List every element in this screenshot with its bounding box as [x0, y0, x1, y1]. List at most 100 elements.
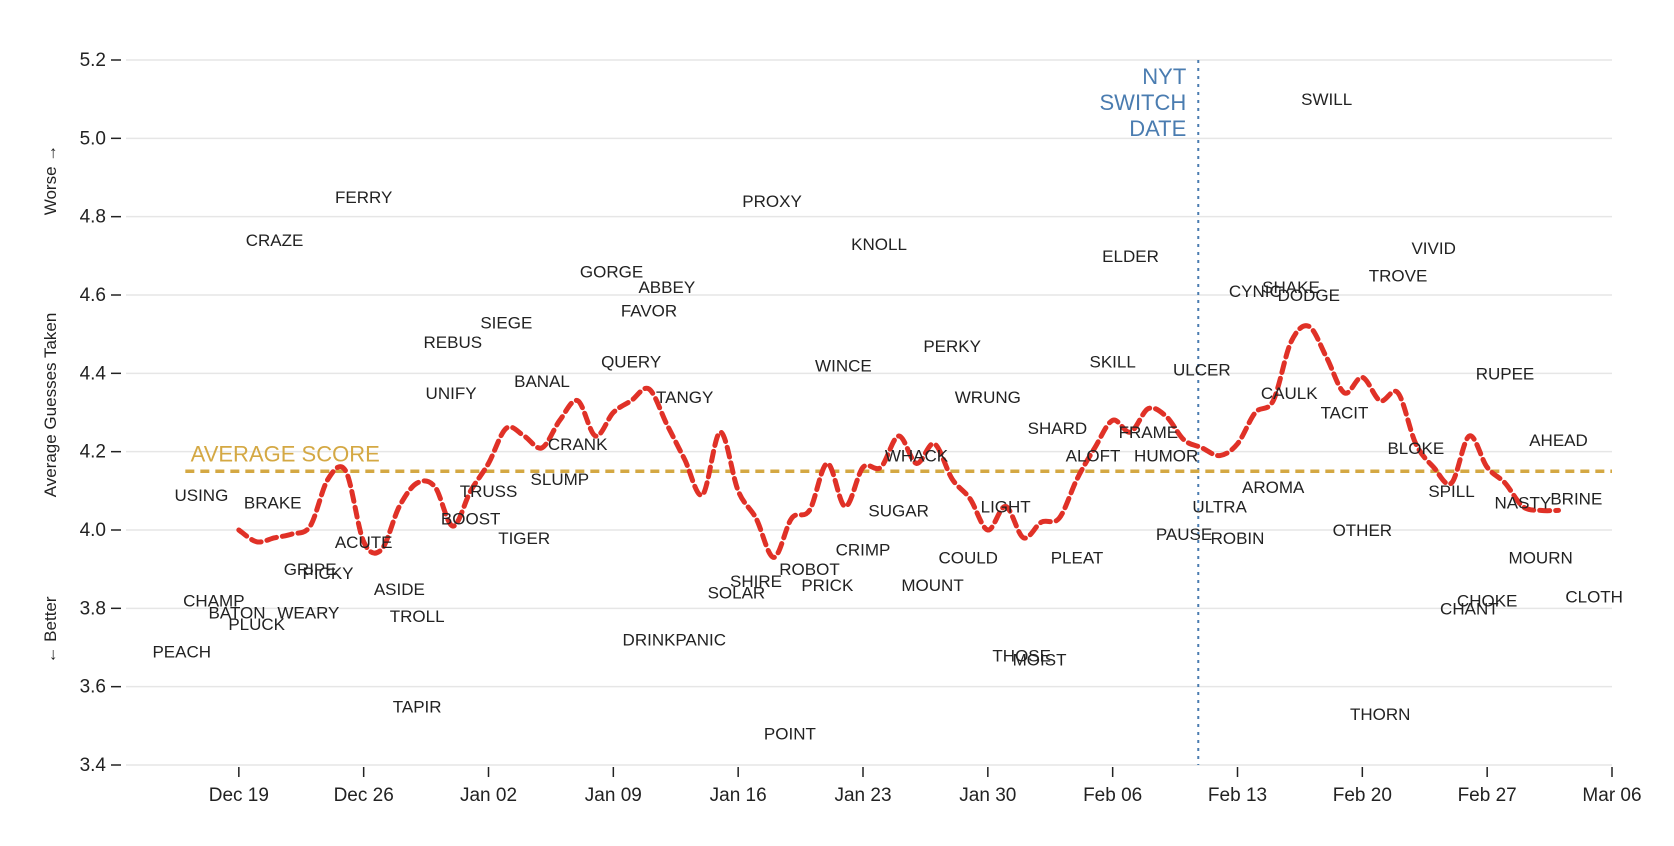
y-axis-title: ← Better Average Guesses Taken Worse →	[41, 145, 60, 664]
x-tick-label: Dec 19	[209, 785, 269, 806]
y-axis-title-part: Worse →	[41, 145, 60, 216]
word-label: MOUNT	[901, 576, 963, 595]
word-label: PERKY	[923, 337, 981, 356]
y-tick-label: 4.0	[80, 520, 106, 541]
word-label: ULTRA	[1192, 498, 1247, 517]
y-tick-label: 4.6	[80, 285, 106, 306]
y-tick-label: 4.8	[80, 207, 106, 228]
trend-line-path	[236, 323, 1561, 560]
word-label: TAPIR	[393, 697, 442, 716]
word-label: PEACH	[152, 642, 211, 661]
word-label: ULCER	[1173, 360, 1231, 379]
y-axis: 3.4 3.6 3.8 4.0 4.2 4.4 4.6 4.8 5.0 5.2	[80, 50, 121, 776]
y-tick-label: 4.2	[80, 442, 106, 463]
y-tick-label: 4.4	[80, 363, 107, 384]
x-tick-label: Mar 06	[1582, 785, 1641, 806]
word-label: FAVOR	[621, 302, 677, 321]
word-label: CHOKE	[1457, 592, 1517, 611]
word-label: NASTY	[1494, 494, 1551, 513]
word-label: CHANT	[1440, 599, 1499, 618]
y-axis-title-part: ← Better	[41, 596, 60, 663]
word-label: GRIPE	[284, 560, 337, 579]
word-label: POINT	[764, 725, 816, 744]
grid-lines	[126, 59, 1612, 766]
word-label: CRANK	[548, 435, 608, 454]
word-label: FRAME	[1119, 423, 1179, 442]
word-label: AHEAD	[1529, 431, 1588, 450]
word-label: BATON	[209, 603, 266, 622]
switch-date-label: SWITCH	[1100, 90, 1187, 115]
word-label: DRINK	[623, 631, 677, 650]
word-label: ALOFT	[1066, 447, 1121, 466]
word-label: THORN	[1350, 705, 1410, 724]
word-label: BOOST	[441, 509, 501, 528]
word-label: HUMOR	[1134, 447, 1198, 466]
y-tick-label: 5.0	[80, 128, 106, 149]
word-label: PAUSE	[1156, 525, 1212, 544]
x-tick-label: Feb 06	[1083, 785, 1142, 806]
word-label: FERRY	[335, 188, 392, 207]
word-label: TANGY	[656, 388, 713, 407]
word-label: BANAL	[514, 372, 570, 391]
word-label: ROBOT	[779, 560, 839, 579]
x-tick-label: Jan 02	[460, 785, 517, 806]
word-label: TACIT	[1321, 404, 1369, 423]
word-label: ELDER	[1102, 247, 1159, 266]
word-label: TRUSS	[460, 482, 518, 501]
word-label: SHIRE	[730, 572, 782, 591]
word-label: DODGE	[1278, 286, 1340, 305]
x-tick-label: Jan 30	[959, 785, 1016, 806]
word-label: GORGE	[580, 263, 643, 282]
word-label: SHAKE	[1262, 278, 1320, 297]
word-label: ROBIN	[1211, 529, 1265, 548]
word-label: SUGAR	[868, 501, 928, 520]
word-label: THOSE	[992, 646, 1051, 665]
word-label: USING	[174, 486, 228, 505]
x-tick-label: Jan 23	[834, 785, 891, 806]
word-label: REBUS	[424, 333, 483, 352]
word-label: PICKY	[302, 564, 353, 583]
word-label: CRAZE	[246, 231, 304, 250]
word-label: CRIMP	[836, 541, 891, 560]
word-label: PROXY	[742, 192, 802, 211]
word-label: KNOLL	[851, 235, 907, 254]
average-score-label: AVERAGE SCORE	[191, 441, 380, 466]
word-label: ACUTE	[335, 533, 393, 552]
word-label: CLOTH	[1565, 588, 1623, 607]
word-label: SKILL	[1090, 353, 1136, 372]
switch-date-label: NYT	[1142, 64, 1186, 89]
word-label: CYNIC	[1229, 282, 1282, 301]
word-label: WEARY	[277, 603, 339, 622]
word-label: PANIC	[675, 631, 726, 650]
x-axis: Dec 19 Dec 26 Jan 02 Jan 09 Jan 16 Jan 23 Jan …	[209, 767, 1642, 806]
trend-line	[236, 323, 1561, 560]
word-label: TROLL	[390, 607, 445, 626]
word-label: CAULK	[1261, 384, 1318, 403]
word-label: SWILL	[1301, 90, 1352, 109]
x-tick-label: Feb 20	[1333, 785, 1392, 806]
x-tick-label: Dec 26	[334, 785, 394, 806]
word-label: OTHER	[1333, 521, 1393, 540]
word-label: PRICK	[801, 576, 854, 595]
y-tick-label: 3.6	[80, 677, 106, 698]
word-label: AROMA	[1242, 478, 1305, 497]
word-label: SOLAR	[708, 584, 766, 603]
word-label: ASIDE	[374, 580, 425, 599]
word-label: QUERY	[601, 353, 661, 372]
x-tick-label: Jan 16	[710, 785, 767, 806]
word-label: WHACK	[885, 447, 949, 466]
word-label: PLEAT	[1051, 548, 1104, 567]
word-label: WRUNG	[955, 388, 1021, 407]
word-label: PLUCK	[228, 615, 285, 634]
word-label: BRINE	[1550, 490, 1602, 509]
word-label: TIGER	[498, 529, 550, 548]
word-label: SIEGE	[480, 313, 532, 332]
word-label: SLUMP	[531, 470, 590, 489]
word-label: COULD	[938, 548, 998, 567]
x-tick-label: Jan 09	[585, 785, 642, 806]
word-label: SPILL	[1428, 482, 1474, 501]
y-tick-label: 5.2	[80, 50, 106, 71]
word-label: MOURN	[1509, 548, 1573, 567]
